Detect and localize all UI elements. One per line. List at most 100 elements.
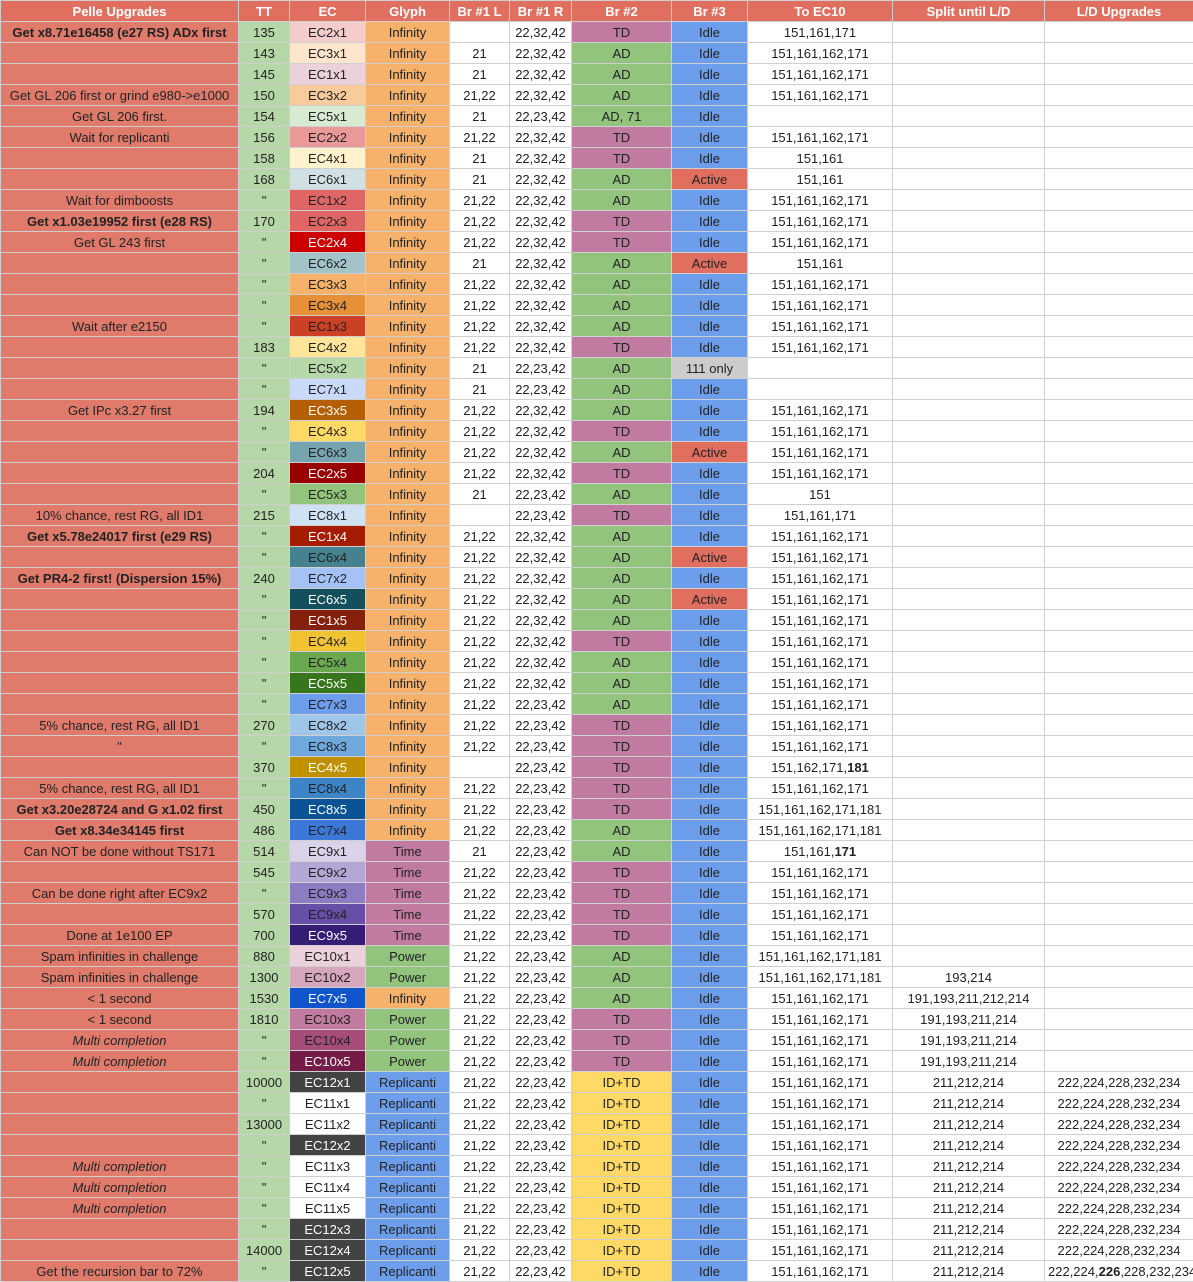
br2-cell: AD bbox=[572, 568, 672, 589]
split-cell bbox=[893, 211, 1045, 232]
br1r-cell: 22,32,42 bbox=[510, 673, 572, 694]
tt-cell-text: " bbox=[262, 424, 267, 439]
br1r-cell: 22,32,42 bbox=[510, 463, 572, 484]
br3-cell-text: Idle bbox=[699, 151, 720, 166]
br1r-cell-text: 22,23,42 bbox=[515, 1222, 566, 1237]
glyph-cell-text: Replicanti bbox=[379, 1264, 436, 1279]
to-ec10-cell: 151,161,162,171 bbox=[748, 568, 893, 589]
br1l-cell: 21,22 bbox=[450, 1009, 510, 1030]
pelle-cell-text: Multi completion bbox=[73, 1159, 167, 1174]
glyph-cell-text: Replicanti bbox=[379, 1222, 436, 1237]
ec-cell-text: EC6x4 bbox=[308, 550, 347, 565]
pelle-cell: Get x3.20e28724 and G x1.02 first bbox=[1, 799, 239, 820]
br1r-cell: 22,23,42 bbox=[510, 106, 572, 127]
br3-cell-text: Idle bbox=[699, 1201, 720, 1216]
ld-upgrades-cell-text: 222,224, bbox=[1048, 1264, 1099, 1279]
br2-cell-text: ID+TD bbox=[603, 1222, 641, 1237]
split-cell bbox=[893, 22, 1045, 43]
ec-cell: EC8x4 bbox=[290, 778, 366, 799]
split-cell-text: 211,212,214 bbox=[933, 1243, 1004, 1258]
glyph-cell: Infinity bbox=[366, 316, 450, 337]
ld-upgrades-cell-text: 222,224,228,232,234 bbox=[1058, 1222, 1181, 1237]
split-cell bbox=[893, 106, 1045, 127]
br1l-cell bbox=[450, 505, 510, 526]
br2-cell-text: AD bbox=[612, 88, 630, 103]
to-ec10-cell-text: 151,161,162,171 bbox=[771, 88, 869, 103]
br3-cell-text: Idle bbox=[699, 193, 720, 208]
br1l-cell: 21 bbox=[450, 358, 510, 379]
tt-cell-text: " bbox=[262, 886, 267, 901]
br1r-cell-text: 22,32,42 bbox=[515, 298, 566, 313]
pelle-cell bbox=[1, 589, 239, 610]
br3-cell-text: 111 only bbox=[686, 361, 733, 376]
br3-cell-text: Idle bbox=[699, 508, 720, 523]
glyph-cell: Infinity bbox=[366, 169, 450, 190]
tt-cell-text: " bbox=[262, 361, 267, 376]
split-cell bbox=[893, 421, 1045, 442]
br3-cell: Idle bbox=[672, 925, 748, 946]
pelle-cell-text: Multi completion bbox=[73, 1201, 167, 1216]
ec-cell: EC7x3 bbox=[290, 694, 366, 715]
br1r-cell: 22,32,42 bbox=[510, 211, 572, 232]
ec-cell: EC7x5 bbox=[290, 988, 366, 1009]
br1l-cell: 21,22 bbox=[450, 946, 510, 967]
glyph-cell: Infinity bbox=[366, 274, 450, 295]
ec-cell: EC10x3 bbox=[290, 1009, 366, 1030]
ld-upgrades-cell bbox=[1045, 169, 1193, 190]
br3-cell: Idle bbox=[672, 85, 748, 106]
br1l-cell: 21,22 bbox=[450, 862, 510, 883]
col-header-tt: TT bbox=[239, 1, 290, 22]
pelle-cell bbox=[1, 862, 239, 883]
pelle-cell bbox=[1, 148, 239, 169]
glyph-cell-text: Infinity bbox=[389, 550, 427, 565]
br1r-cell: 22,32,42 bbox=[510, 43, 572, 64]
to-ec10-cell-text: 151,161,162,171 bbox=[771, 1180, 869, 1195]
br1l-cell: 21,22 bbox=[450, 316, 510, 337]
glyph-cell: Infinity bbox=[366, 295, 450, 316]
pelle-cell: Wait for dimboosts bbox=[1, 190, 239, 211]
ec-cell-text: EC11x4 bbox=[305, 1180, 350, 1195]
glyph-cell-text: Infinity bbox=[389, 655, 427, 670]
br1l-cell-text: 21,22 bbox=[463, 1075, 496, 1090]
tt-cell: " bbox=[239, 694, 290, 715]
tt-cell: " bbox=[239, 295, 290, 316]
br3-cell: Idle bbox=[672, 316, 748, 337]
br2-cell: AD bbox=[572, 400, 672, 421]
pelle-cell: Done at 1e100 EP bbox=[1, 925, 239, 946]
glyph-cell: Infinity bbox=[366, 673, 450, 694]
ec-cell: EC8x5 bbox=[290, 799, 366, 820]
pelle-cell-text: Get x3.20e28724 and G x1.02 first bbox=[17, 802, 223, 817]
br2-cell-text: AD bbox=[612, 46, 630, 61]
glyph-cell-text: Replicanti bbox=[379, 1159, 436, 1174]
to-ec10-cell bbox=[748, 379, 893, 400]
br1l-cell: 21 bbox=[450, 106, 510, 127]
ec-cell: EC4x4 bbox=[290, 631, 366, 652]
ld-upgrades-cell bbox=[1045, 652, 1193, 673]
br1r-cell: 22,32,42 bbox=[510, 421, 572, 442]
br1l-cell: 21,22 bbox=[450, 820, 510, 841]
ld-upgrades-cell bbox=[1045, 736, 1193, 757]
br1l-cell: 21,22 bbox=[450, 1114, 510, 1135]
tt-cell-text: 514 bbox=[253, 844, 275, 859]
tt-cell: 194 bbox=[239, 400, 290, 421]
to-ec10-cell-text: 151,161,162,171 bbox=[771, 1033, 869, 1048]
br2-cell: AD bbox=[572, 85, 672, 106]
br1l-cell-text: 21,22 bbox=[463, 277, 496, 292]
br1l-cell-text: 21,22 bbox=[463, 130, 496, 145]
split-cell: 211,212,214 bbox=[893, 1177, 1045, 1198]
to-ec10-cell: 151,161,162,171 bbox=[748, 1240, 893, 1261]
to-ec10-cell: 151,161,162,171 bbox=[748, 190, 893, 211]
pelle-cell: Multi completion bbox=[1, 1156, 239, 1177]
ec-cell: EC10x2 bbox=[290, 967, 366, 988]
ec-cell: EC5x2 bbox=[290, 358, 366, 379]
br2-cell-text: TD bbox=[613, 466, 630, 481]
ec-cell: EC5x1 bbox=[290, 106, 366, 127]
br3-cell: Idle bbox=[672, 967, 748, 988]
ec-cell-text: EC9x2 bbox=[308, 865, 347, 880]
tt-cell-text: 1530 bbox=[250, 991, 279, 1006]
